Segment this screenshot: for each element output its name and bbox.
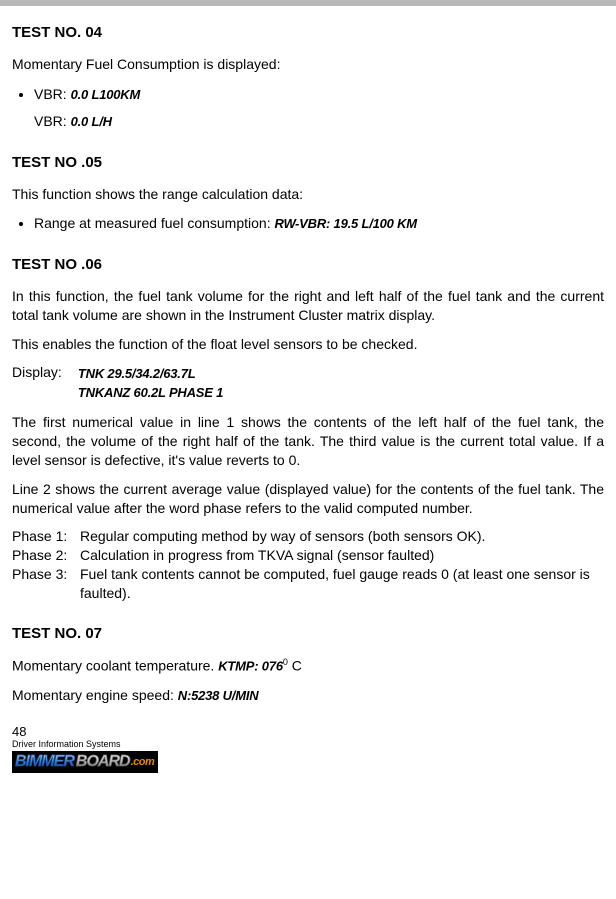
- test-05-range: Range at measured fuel consumption: RW-V…: [34, 213, 604, 234]
- coolant-value: KTMP: 076: [218, 659, 283, 674]
- watermark-board: BOARD: [75, 753, 131, 771]
- phase-2-label: Phase 2:: [12, 546, 80, 565]
- coolant-label: Momentary coolant temperature.: [12, 658, 218, 674]
- test-04-title: TEST NO. 04: [12, 24, 604, 41]
- test-07-coolant: Momentary coolant temperature. KTMP: 076…: [12, 656, 604, 676]
- test-06-p2: This enables the function of the float l…: [12, 335, 604, 354]
- speed-label: Momentary engine speed:: [12, 687, 178, 703]
- footer-section: Driver Information Systems: [12, 739, 604, 749]
- phase-3-text: Fuel tank contents cannot be computed, f…: [80, 565, 604, 603]
- test-04-intro: Momentary Fuel Consumption is displayed:: [12, 55, 604, 74]
- phase-3-label: Phase 3:: [12, 565, 80, 603]
- watermark-com: .com: [131, 756, 155, 768]
- display-line-2: TNKANZ 60.2L PHASE 1: [78, 383, 223, 403]
- vbr1-value: 0.0 L100KM: [71, 87, 141, 102]
- phase-1-label: Phase 1:: [12, 527, 80, 546]
- test-04-vbr2: VBR: 0.0 L/H: [12, 111, 604, 132]
- vbr2-label: VBR:: [34, 113, 71, 129]
- phase-2-text: Calculation in progress from TKVA signal…: [80, 546, 434, 565]
- test-07-speed: Momentary engine speed: N:5238 U/MIN: [12, 686, 604, 705]
- top-divider: [0, 0, 616, 6]
- test-06-p3: The first numerical value in line 1 show…: [12, 413, 604, 470]
- range-value: RW-VBR: 19.5 L/100 KM: [274, 216, 416, 231]
- test-04-vbr1: VBR: 0.0 L100KM: [34, 84, 604, 105]
- test-05-intro: This function shows the range calculatio…: [12, 185, 604, 204]
- test-06-phases: Phase 1: Regular computing method by way…: [12, 527, 604, 603]
- speed-value: N:5238 U/MIN: [178, 688, 259, 703]
- test-05-title: TEST NO .05: [12, 154, 604, 171]
- test-05-list: Range at measured fuel consumption: RW-V…: [12, 213, 604, 234]
- test-06-title: TEST NO .06: [12, 256, 604, 273]
- test-06-p4: Line 2 shows the current average value (…: [12, 480, 604, 518]
- vbr2-value: 0.0 L/H: [71, 114, 112, 129]
- phase-2: Phase 2: Calculation in progress from TK…: [12, 546, 604, 565]
- test-06-p1: In this function, the fuel tank volume f…: [12, 287, 604, 325]
- watermark-bimmer: BIMMER: [14, 753, 75, 771]
- coolant-unit: C: [288, 658, 302, 674]
- document-page: TEST NO. 04 Momentary Fuel Consumption i…: [0, 24, 616, 779]
- phase-1: Phase 1: Regular computing method by way…: [12, 527, 604, 546]
- vbr1-label: VBR:: [34, 86, 71, 102]
- test-07-title: TEST NO. 07: [12, 625, 604, 642]
- range-label: Range at measured fuel consumption:: [34, 215, 274, 231]
- display-line-1: TNK 29.5/34.2/63.7L: [78, 364, 223, 384]
- watermark: BIMMERBOARD.com: [12, 751, 158, 773]
- page-number: 48: [12, 724, 604, 739]
- test-06-display: Display: TNK 29.5/34.2/63.7L TNKANZ 60.2…: [12, 364, 604, 403]
- phase-1-text: Regular computing method by way of senso…: [80, 527, 485, 546]
- test-04-list: VBR: 0.0 L100KM: [12, 84, 604, 105]
- phase-3: Phase 3: Fuel tank contents cannot be co…: [12, 565, 604, 603]
- display-label: Display:: [12, 364, 74, 380]
